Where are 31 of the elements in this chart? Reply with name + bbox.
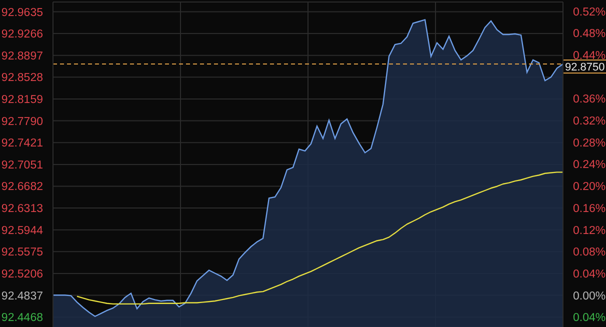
y-tick-label: 92.9635 — [1, 6, 43, 19]
y-tick-label: 92.6682 — [1, 181, 43, 194]
line-series — [76, 172, 563, 305]
y-tick-label: 92.8528 — [1, 72, 43, 84]
y-tick-label: 92.5575 — [1, 246, 43, 259]
y2-tick-label: 0.08% — [573, 246, 606, 259]
y2-tick-label: 0.32% — [573, 116, 606, 128]
y2-tick-label: 0.44% — [573, 50, 606, 62]
y2-tick-label: 0.52% — [573, 6, 606, 18]
y2-tick-label: 0.20% — [573, 181, 606, 194]
y-tick-label: 92.5944 — [1, 224, 44, 237]
y2-tick-label: 0.48% — [573, 28, 606, 40]
ref-line-label: 92.8750 — [565, 62, 605, 74]
y-tick-label: 92.4837 — [1, 290, 43, 302]
y2-tick-label: 0.28% — [573, 137, 606, 150]
y-tick-label: 92.9266 — [1, 28, 43, 41]
y2-tick-label: 0.36% — [573, 94, 606, 106]
y2-tick-label: 0.04% — [573, 268, 606, 280]
y2-tick-label: 0.12% — [573, 224, 606, 237]
y-tick-label: 92.7421 — [1, 138, 43, 150]
y-tick-label: 92.7051 — [1, 159, 43, 172]
y2-tick-label: 0.24% — [573, 159, 606, 172]
y-tick-label: 92.8159 — [1, 94, 43, 106]
y-tick-label: 92.7790 — [1, 116, 43, 128]
y2-tick-label: 0.04% — [573, 312, 606, 324]
y-tick-label: 92.6313 — [1, 203, 43, 216]
y2-tick-label: 0.00% — [573, 290, 606, 302]
y-tick-label: 92.4468 — [1, 312, 43, 324]
y-tick-label: 92.8897 — [1, 50, 43, 62]
y2-tick-label: 0.16% — [573, 202, 606, 215]
y-tick-label: 92.5206 — [1, 268, 43, 280]
